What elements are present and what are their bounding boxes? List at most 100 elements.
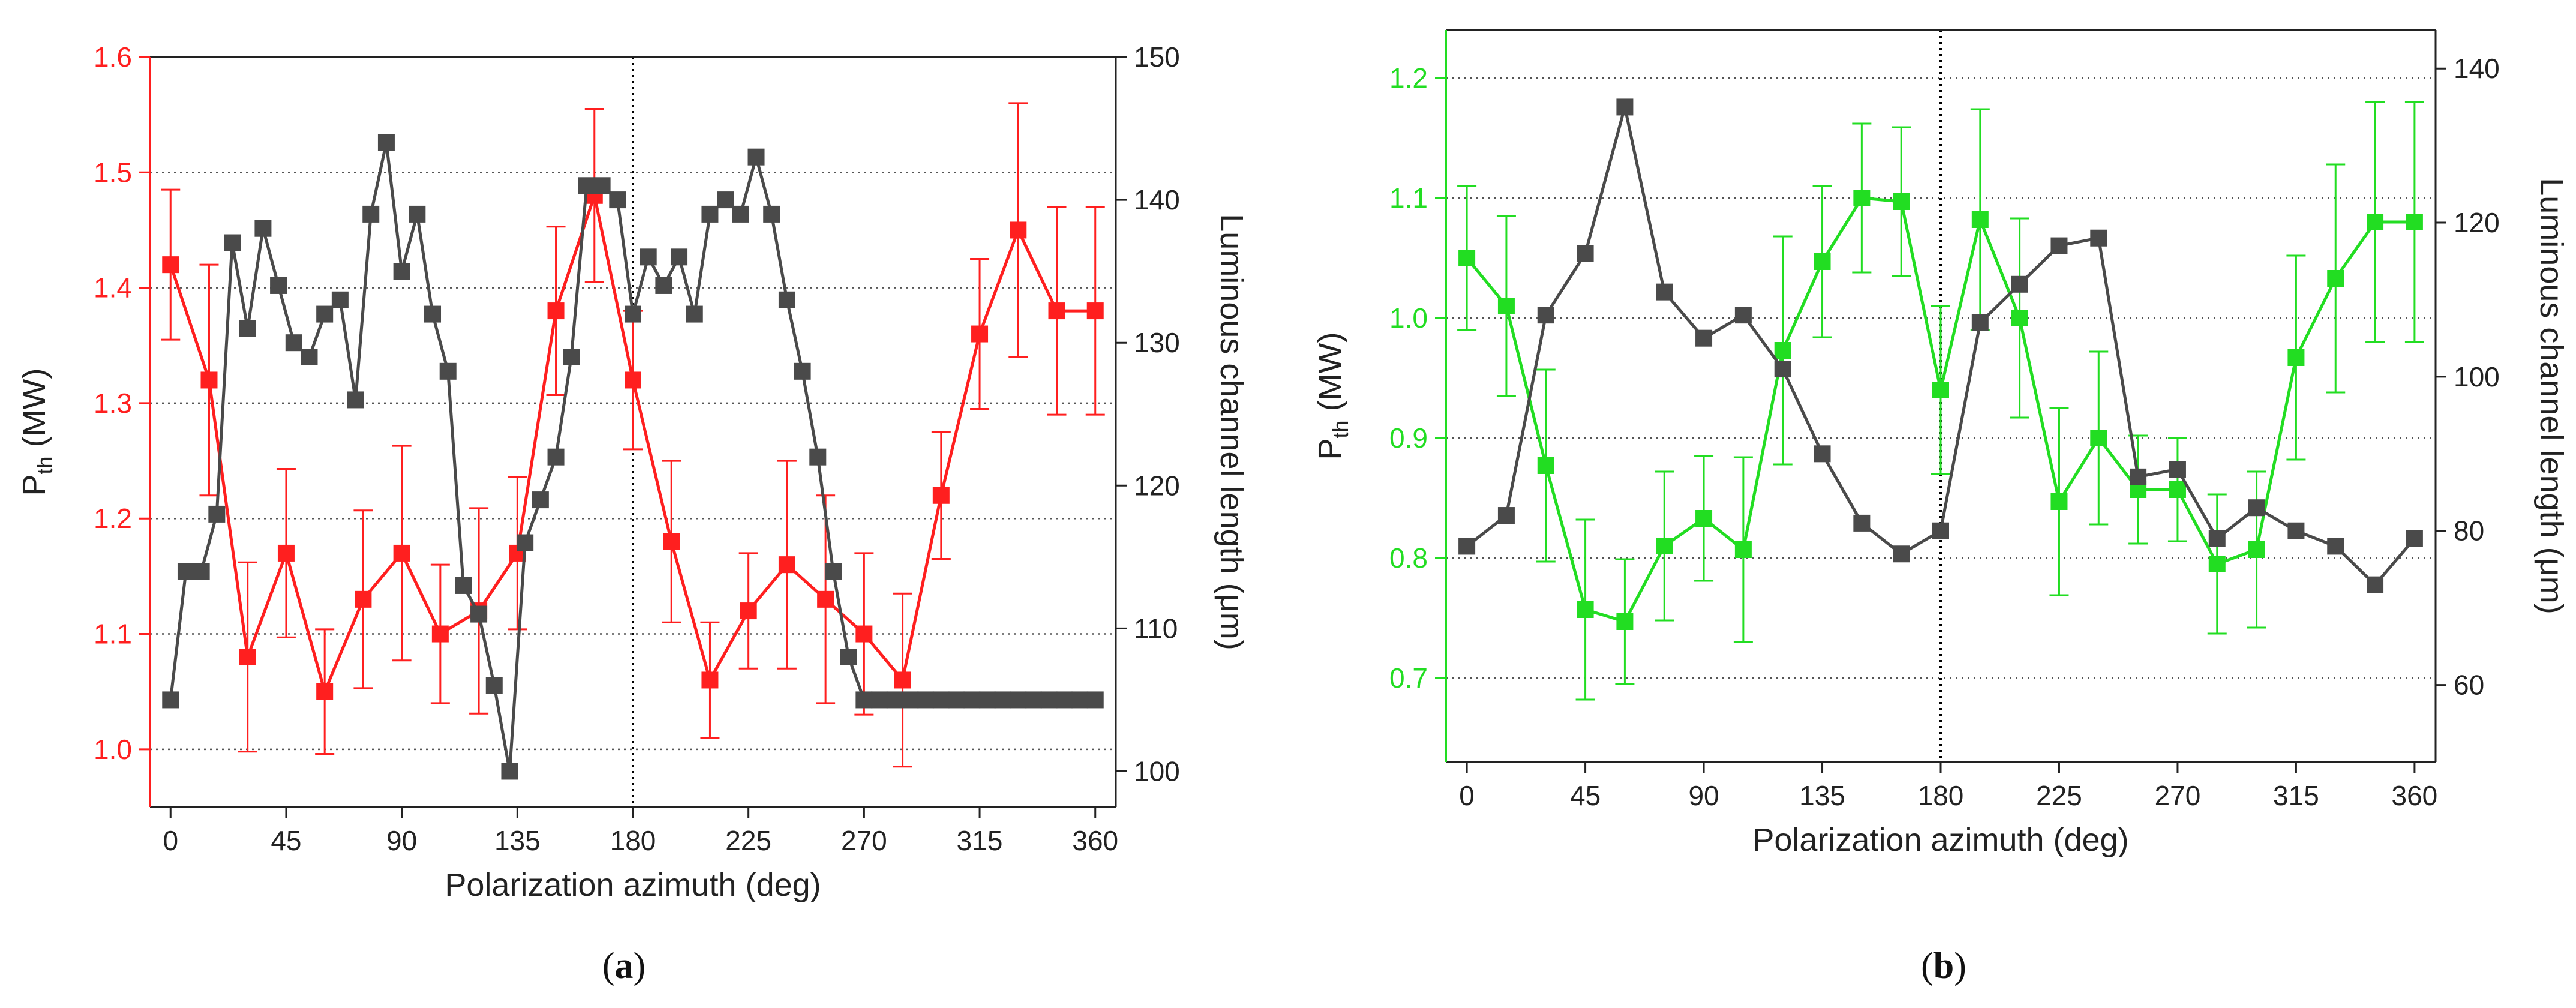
y-tick-label: 1.1 [1389, 182, 1428, 214]
data-point [971, 325, 989, 343]
data-point [1971, 314, 1989, 331]
y-axis-title: Pth (MW) [1312, 332, 1353, 460]
y-tick-label: 1.2 [94, 503, 132, 534]
data-point [1010, 691, 1027, 709]
data-point [732, 205, 749, 223]
data-point [316, 305, 334, 323]
data-point [1616, 613, 1634, 630]
data-point [224, 234, 241, 251]
x-tick-label: 90 [386, 825, 417, 856]
data-point [1040, 691, 1058, 709]
panel-label: (b) [1921, 946, 1966, 986]
data-point [917, 691, 935, 709]
data-point [747, 148, 765, 166]
data-point [301, 349, 318, 365]
data-point [254, 220, 272, 237]
panel-label-open: ( [602, 946, 615, 986]
data-point [2327, 270, 2344, 287]
y-tick-label: 1.0 [1389, 302, 1428, 334]
data-point [2011, 275, 2028, 293]
data-point [2287, 522, 2305, 539]
x-tick-label: 45 [1570, 780, 1601, 811]
panel-label: (a) [602, 946, 645, 986]
data-point [625, 305, 641, 323]
x-tick-label: 270 [2155, 780, 2201, 811]
data-point [2248, 541, 2265, 558]
data-point [1932, 522, 1949, 539]
data-point [794, 362, 811, 380]
data-point [532, 491, 549, 509]
data-point [177, 563, 194, 580]
data-point [2090, 229, 2107, 247]
y2-tick-label: 140 [2454, 53, 2500, 84]
data-point [763, 205, 780, 223]
data-point [625, 371, 641, 389]
y-tick-label: 1.4 [94, 272, 132, 304]
data-point [1577, 601, 1594, 618]
data-point [855, 691, 873, 709]
data-point [1537, 307, 1554, 324]
x-tick-label: 0 [163, 825, 178, 856]
data-point [1656, 283, 1673, 301]
data-point [501, 763, 518, 780]
x-tick-label: 45 [271, 825, 301, 856]
data-point [2011, 310, 2028, 326]
data-point [1971, 211, 1989, 228]
data-point [285, 334, 302, 352]
data-point [355, 590, 372, 608]
data-point [316, 683, 334, 700]
data-point [1695, 329, 1713, 347]
data-point [1577, 245, 1594, 262]
data-point [1458, 250, 1476, 266]
data-point [2367, 576, 2384, 593]
data-point [640, 248, 657, 266]
data-point [840, 649, 857, 665]
y2-tick-label: 100 [1134, 755, 1180, 787]
data-point [978, 691, 996, 709]
y-axis-title-main: P [1312, 438, 1348, 460]
data-point [2090, 430, 2107, 446]
x-axis-title: Polarization azimuth (deg) [445, 867, 821, 903]
data-point [1695, 510, 1713, 527]
data-point [855, 625, 873, 643]
data-point [2169, 461, 2186, 478]
data-point [1458, 538, 1476, 555]
data-point [1497, 298, 1515, 314]
data-point [393, 544, 410, 562]
x-tick-label: 315 [957, 825, 1003, 856]
panel-label-open: ( [1921, 946, 1933, 986]
data-point [717, 191, 734, 209]
data-point [1616, 98, 1634, 116]
data-point [1010, 221, 1027, 239]
y-tick-label: 0.9 [1389, 422, 1428, 454]
series-channel-length [1458, 98, 2423, 593]
data-point [1071, 691, 1089, 709]
data-point [331, 291, 349, 308]
data-point [871, 691, 888, 709]
data-point [1932, 382, 1949, 398]
data-point [1774, 361, 1791, 378]
panel-label-close: ) [634, 946, 646, 986]
data-point [439, 362, 457, 380]
y-tick-label: 1.1 [94, 619, 132, 650]
y-tick-label: 0.7 [1389, 662, 1428, 694]
y-axis-title-subscript: th [32, 456, 57, 474]
data-point [2130, 468, 2147, 485]
x-tick-label: 0 [1459, 780, 1475, 811]
y-tick-label: 1.3 [94, 388, 132, 419]
y2-tick-label: 140 [1134, 184, 1180, 215]
y2-axis-title: Luminous channel length (μm) [1214, 214, 1250, 650]
data-point [1893, 193, 1910, 210]
data-point [517, 534, 534, 551]
data-point [948, 691, 965, 709]
data-point [409, 205, 426, 223]
data-point [994, 691, 1011, 709]
y2-tick-label: 120 [2454, 207, 2500, 238]
y2-tick-label: 80 [2454, 515, 2484, 547]
x-tick-label: 90 [1688, 780, 1719, 811]
x-tick-label: 360 [2392, 780, 2438, 811]
data-point [377, 134, 395, 151]
data-point [393, 263, 410, 280]
y-tick-label: 1.2 [1389, 62, 1428, 94]
